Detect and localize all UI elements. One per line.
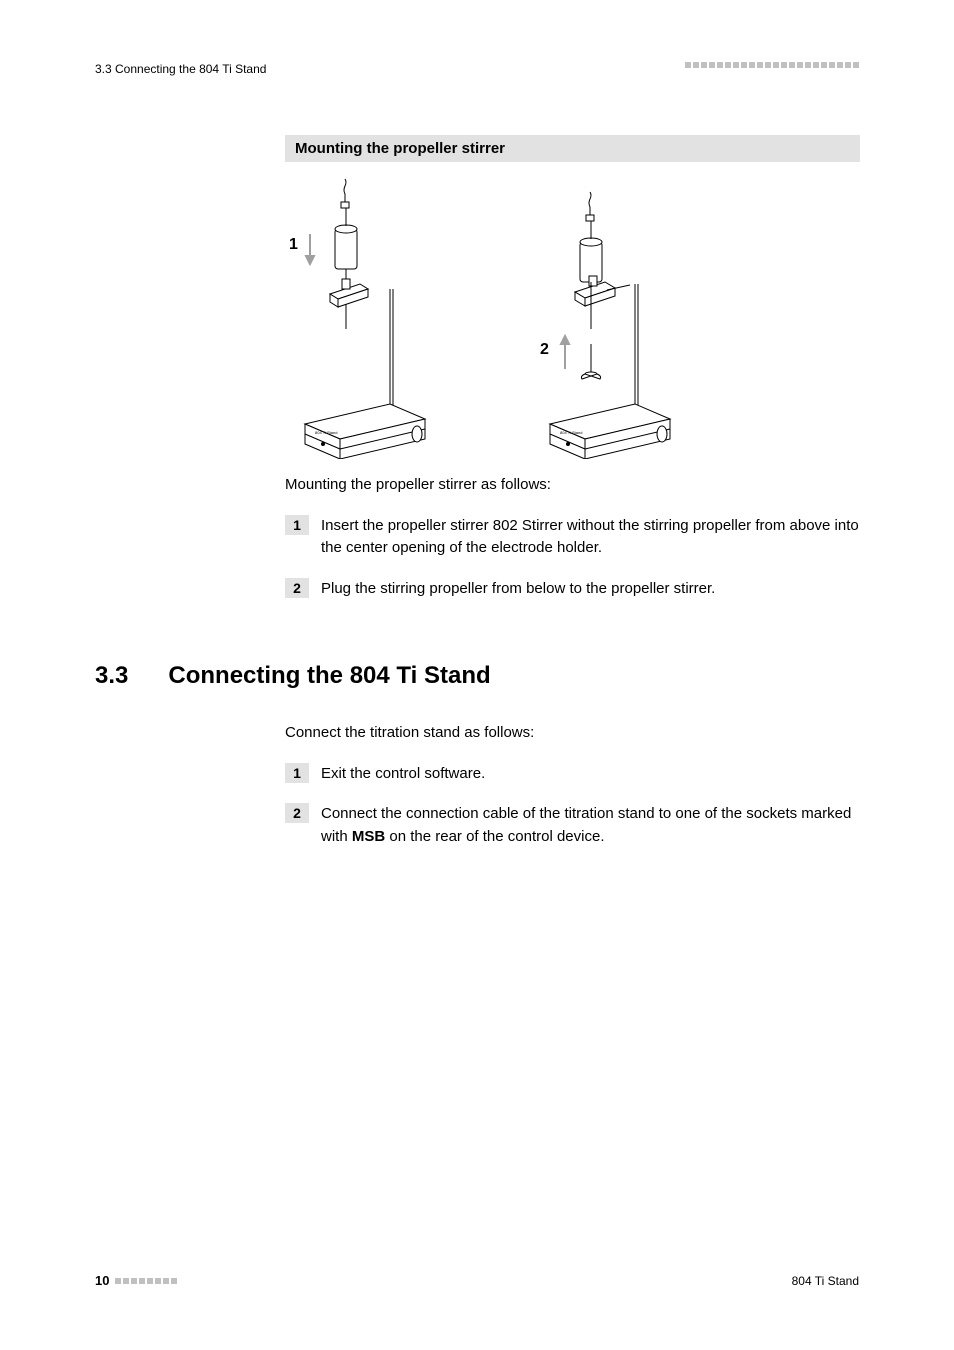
step-number: 2 [285, 803, 309, 823]
svg-text:804 Ti Stand: 804 Ti Stand [315, 430, 337, 435]
section-connecting: Connect the titration stand as follows: … [285, 722, 860, 866]
step-row: 1 Exit the control software. [285, 763, 860, 786]
diagram-label-1: 1 [289, 236, 298, 253]
header-section-ref: 3.3 Connecting the 804 Ti Stand [95, 62, 266, 76]
step-text: Connect the connection cable of the titr… [321, 803, 860, 848]
step-row: 1 Insert the propeller stirrer 802 Stirr… [285, 515, 860, 560]
heading-number: 3.3 [95, 662, 128, 690]
main-heading: 3.3 Connecting the 804 Ti Stand [95, 662, 860, 690]
step-row: 2 Connect the connection cable of the ti… [285, 803, 860, 848]
header-decoration [685, 62, 859, 68]
step-text: Plug the stirring propeller from below t… [321, 578, 860, 601]
footer-page-number: 10 [95, 1273, 177, 1288]
heading-text: Connecting the 804 Ti Stand [168, 662, 490, 690]
section-heading: Mounting the propeller stirrer [285, 135, 860, 162]
step-row: 2 Plug the stirring propeller from below… [285, 578, 860, 601]
step-number: 1 [285, 763, 309, 783]
step-text: Insert the propeller stirrer 802 Stirrer… [321, 515, 860, 560]
step-number: 1 [285, 515, 309, 535]
mounting-diagram: 804 Ti Stand 1 [285, 174, 860, 459]
step-number: 2 [285, 578, 309, 598]
svg-text:804 Ti Stand: 804 Ti Stand [560, 430, 582, 435]
footer-decoration [115, 1278, 177, 1284]
section1-intro: Mounting the propeller stirrer as follow… [285, 474, 860, 497]
footer-product-name: 804 Ti Stand [792, 1274, 859, 1288]
section-mounting: Mounting the propeller stirrer [285, 135, 860, 618]
section2-intro: Connect the titration stand as follows: [285, 722, 860, 745]
diagram-label-2: 2 [540, 341, 549, 358]
step-text: Exit the control software. [321, 763, 860, 786]
